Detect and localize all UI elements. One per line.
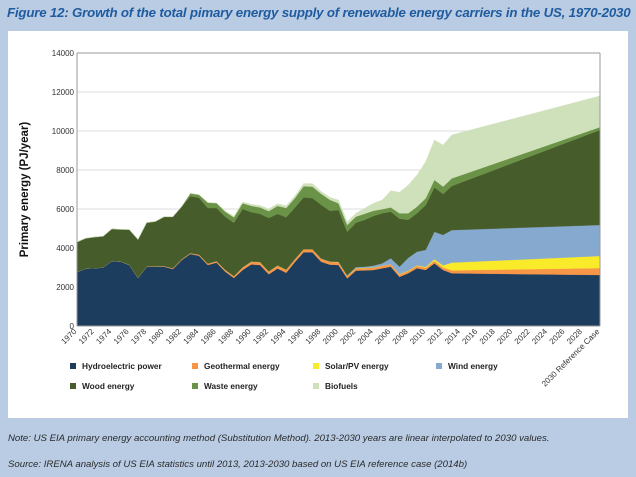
x-tick-label: 1976	[112, 327, 131, 346]
legend-item: Hydroelectric power	[70, 361, 163, 371]
legend-item: Solar/PV energy	[313, 361, 389, 371]
plot-frame	[76, 52, 601, 327]
legend-label: Geothermal energy	[204, 361, 280, 371]
x-tick-label: 1992	[251, 327, 270, 346]
legend-swatch	[313, 363, 319, 369]
legend-swatch	[436, 363, 442, 369]
y-tick-label: 10000	[52, 127, 75, 136]
chart-panel: 0 2000 4000 6000 8000 10000 12000 14000 1970 197…	[8, 31, 628, 418]
legend-label: Hydroelectric power	[82, 361, 163, 371]
x-tick-label: 1996	[286, 327, 305, 346]
y-tick-label: 6000	[56, 205, 74, 214]
x-tick-label: 2012	[426, 327, 445, 346]
legend-item: Wind energy	[436, 361, 498, 371]
legend-swatch	[70, 363, 76, 369]
legend-item: Biofuels	[313, 381, 358, 391]
y-tick-label: 0	[70, 322, 75, 331]
x-tick-label: 1998	[304, 327, 323, 346]
x-tick-label: 2002	[338, 327, 357, 346]
legend-item: Geothermal energy	[192, 361, 280, 371]
x-tick-label: 2020	[495, 327, 514, 346]
y-tick-label: 8000	[56, 166, 74, 175]
y-axis-ticks: 0 2000 4000 6000 8000 10000 12000 14000	[52, 49, 75, 331]
x-tick-label: 2004	[356, 327, 375, 346]
x-tick-label: 1980	[147, 327, 166, 346]
legend-label: Solar/PV energy	[325, 361, 389, 371]
x-tick-label: 1994	[269, 327, 288, 346]
legend-label: Waste energy	[204, 381, 258, 391]
figure-title: Figure 12: Growth of the total pimary en…	[7, 5, 631, 20]
x-tick-label: 2026	[548, 327, 567, 346]
legend-swatch	[192, 363, 198, 369]
y-axis-label: Primary energy (PJ/year)	[19, 122, 31, 258]
x-tick-label: 2010	[408, 327, 427, 346]
legend-swatch	[192, 383, 198, 389]
x-tick-label: 1984	[181, 327, 200, 346]
legend-swatch	[70, 383, 76, 389]
area-series	[76, 95, 601, 327]
legend-label: Wood energy	[82, 381, 135, 391]
legend-label: Wind energy	[448, 361, 498, 371]
x-tick-label: 1990	[234, 327, 253, 346]
x-tick-label: 1972	[77, 327, 96, 346]
x-tick-label: 1974	[94, 327, 113, 346]
x-tick-label: 2022	[513, 327, 532, 346]
x-tick-label: 1978	[129, 327, 148, 346]
x-tick-label: 2024	[530, 327, 549, 346]
legend-item: Wood energy	[70, 381, 135, 391]
y-tick-label: 12000	[52, 88, 75, 97]
y-tick-label: 14000	[52, 49, 75, 58]
y-tick-label: 2000	[56, 283, 74, 292]
x-tick-label: 2000	[321, 327, 340, 346]
x-tick-label: 2018	[478, 327, 497, 346]
y-tick-label: 4000	[56, 244, 74, 253]
x-tick-label: 2006	[373, 327, 392, 346]
note-text: Note: US EIA primary energy accounting m…	[8, 433, 550, 444]
x-tick-label: 2016	[460, 327, 479, 346]
x-tick-label: 2014	[443, 327, 462, 346]
legend-item: Waste energy	[192, 381, 258, 391]
legend: Hydroelectric power Geothermal energy Sola…	[70, 361, 498, 391]
x-tick-label: 2008	[391, 327, 410, 346]
source-text: Source: IRENA analysis of US EIA statist…	[8, 459, 468, 470]
x-tick-label: 1970	[59, 327, 78, 346]
x-tick-label: 1982	[164, 327, 183, 346]
legend-swatch	[313, 383, 319, 389]
legend-label: Biofuels	[325, 381, 358, 391]
x-tick-label: 1986	[199, 327, 218, 346]
x-tick-label: 1988	[216, 327, 235, 346]
x-axis-ticks: 1970197219741976197819801982198419861988…	[59, 327, 601, 389]
